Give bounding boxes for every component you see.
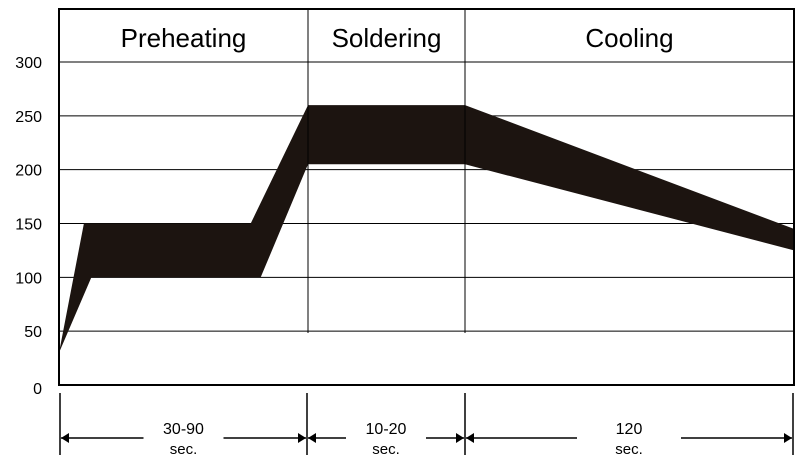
y-tick-label-150: 150	[15, 217, 42, 234]
phase-label-3: Cooling	[585, 23, 673, 53]
y-tick-label-0: 0	[33, 381, 42, 398]
y-tick-label-300: 300	[15, 55, 42, 72]
phase-dividers	[59, 8, 794, 333]
duration-arrow-left-3	[466, 433, 474, 443]
duration-unit-2: sec.	[372, 441, 400, 458]
duration-arrow-right-1	[298, 433, 306, 443]
duration-axis: 30-90 sec. 10-20 sec. 120 sec.	[59, 393, 794, 458]
phase-label-1: Preheating	[121, 23, 247, 53]
duration-arrow-left-2	[308, 433, 316, 443]
duration-label-2: 10-20	[366, 421, 407, 438]
y-tick-label-50: 50	[24, 324, 42, 341]
y-axis: 0 50 100 150 200 250 300	[15, 55, 42, 398]
duration-arrow-right-2	[456, 433, 464, 443]
phase-labels: Preheating Soldering Cooling	[121, 23, 674, 53]
duration-label-1: 30-90	[163, 421, 204, 438]
phase-label-2: Soldering	[332, 23, 442, 53]
y-tick-label-250: 250	[15, 109, 42, 126]
duration-label-3: 120	[616, 421, 643, 438]
y-tick-label-100: 100	[15, 270, 42, 287]
duration-arrow-left-1	[61, 433, 69, 443]
plot-frame	[58, 8, 795, 386]
duration-unit-3: sec.	[615, 441, 643, 458]
duration-arrow-right-3	[784, 433, 792, 443]
temperature-band	[59, 105, 794, 353]
duration-unit-1: sec.	[170, 441, 198, 458]
y-tick-label-200: 200	[15, 163, 42, 180]
